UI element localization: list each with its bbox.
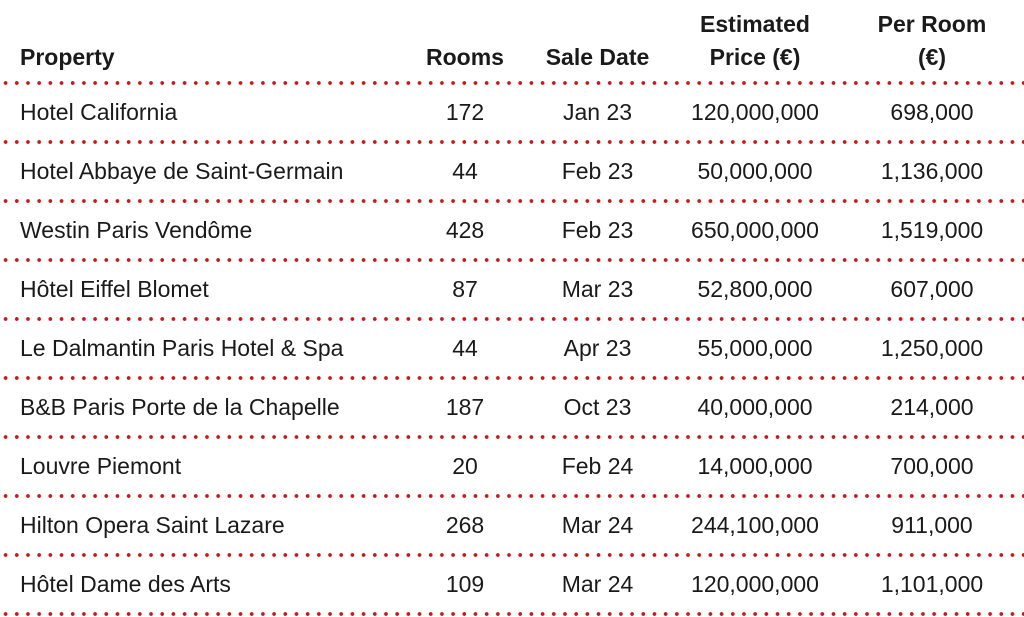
dotted-rule	[0, 434, 1024, 440]
dotted-rule	[0, 493, 1024, 499]
dotted-rule	[0, 552, 1024, 558]
cell-price: 120,000,000	[691, 99, 819, 125]
dotted-divider	[0, 316, 1024, 322]
dotted-rule	[0, 139, 1024, 145]
header-sale-date-label: Sale Date	[545, 44, 650, 70]
cell-per-room: 698,000	[890, 99, 974, 125]
header-estimated-price: Estimated Price (€)	[670, 0, 840, 80]
table-row: Hôtel Eiffel Blomet 87 Mar 23 52,800,000…	[0, 263, 1024, 316]
dotted-divider	[0, 611, 1024, 617]
cell-rooms: 44	[452, 158, 478, 184]
cell-price: 50,000,000	[697, 158, 813, 184]
cell-property: Hotel Abbaye de Saint-Germain	[20, 158, 344, 184]
header-estimated-price-line2: Price (€)	[709, 44, 801, 70]
cell-property: Hilton Opera Saint Lazare	[20, 512, 285, 538]
cell-property: B&B Paris Porte de la Chapelle	[20, 394, 340, 420]
cell-per-room: 911,000	[891, 512, 973, 538]
cell-rooms: 187	[445, 394, 485, 420]
cell-per-room: 1,250,000	[880, 335, 984, 361]
cell-price: 14,000,000	[697, 453, 813, 479]
header-per-room-line2: (€)	[917, 44, 947, 70]
dotted-divider	[0, 80, 1024, 86]
cell-sale-date: Oct 23	[563, 394, 632, 420]
cell-property: Westin Paris Vendôme	[20, 217, 253, 243]
cell-sale-date: Jan 23	[562, 99, 633, 125]
table-row: Westin Paris Vendôme 428 Feb 23 650,000,…	[0, 204, 1024, 257]
cell-rooms: 428	[445, 217, 485, 243]
header-per-room-line1: Per Room	[877, 11, 987, 37]
dotted-divider	[0, 257, 1024, 263]
cell-rooms: 87	[452, 276, 478, 302]
cell-rooms: 172	[445, 99, 485, 125]
header-estimated-price-line1: Estimated	[700, 11, 810, 37]
cell-per-room: 700,000	[890, 453, 974, 479]
cell-sale-date: Feb 24	[561, 453, 634, 479]
cell-per-room: 607,000	[890, 276, 974, 302]
header-rooms: Rooms	[405, 0, 525, 80]
dotted-divider	[0, 493, 1024, 499]
cell-sale-date: Feb 23	[561, 158, 634, 184]
cell-property: Le Dalmantin Paris Hotel & Spa	[20, 335, 344, 361]
cell-price: 55,000,000	[697, 335, 813, 361]
header-property: Property	[0, 0, 405, 80]
table-row: Hôtel Dame des Arts 109 Mar 24 120,000,0…	[0, 558, 1024, 611]
dotted-divider	[0, 198, 1024, 204]
cell-price: 650,000,000	[691, 217, 819, 243]
cell-per-room: 1,519,000	[880, 217, 984, 243]
dotted-divider	[0, 552, 1024, 558]
dotted-divider	[0, 434, 1024, 440]
header-rooms-label: Rooms	[426, 44, 504, 70]
dotted-rule	[0, 80, 1024, 86]
cell-property: Hôtel Eiffel Blomet	[20, 276, 209, 302]
cell-rooms: 20	[452, 453, 478, 479]
cell-sale-date: Apr 23	[563, 335, 632, 361]
cell-per-room: 214,000	[890, 394, 974, 420]
dotted-rule	[0, 375, 1024, 381]
cell-price: 244,100,000	[691, 512, 819, 538]
cell-per-room: 1,136,000	[880, 158, 984, 184]
cell-price: 52,800,000	[697, 276, 813, 302]
table-row: Hotel Abbaye de Saint-Germain 44 Feb 23 …	[0, 145, 1024, 198]
cell-price: 40,000,000	[697, 394, 813, 420]
cell-property: Hotel California	[20, 99, 178, 125]
table-row: Hilton Opera Saint Lazare 268 Mar 24 244…	[0, 499, 1024, 552]
cell-price: 120,000,000	[691, 571, 819, 597]
dotted-rule	[0, 257, 1024, 263]
cell-per-room: 1,101,000	[880, 571, 984, 597]
header-sale-date: Sale Date	[525, 0, 670, 80]
header-row: Property Rooms Sale Date Estimated Price…	[0, 0, 1024, 80]
cell-rooms: 268	[445, 512, 485, 538]
dotted-rule	[0, 316, 1024, 322]
cell-rooms: 109	[445, 571, 485, 597]
cell-property: Hôtel Dame des Arts	[20, 571, 231, 597]
dotted-divider	[0, 139, 1024, 145]
cell-sale-date: Mar 24	[561, 512, 634, 538]
hotel-sales-table-container: Property Rooms Sale Date Estimated Price…	[0, 11, 1024, 617]
table-row: Hotel California 172 Jan 23 120,000,000 …	[0, 86, 1024, 139]
table-row: Louvre Piemont 20 Feb 24 14,000,000 700,…	[0, 440, 1024, 493]
cell-sale-date: Mar 24	[561, 571, 634, 597]
dotted-divider	[0, 375, 1024, 381]
cell-sale-date: Feb 23	[561, 217, 634, 243]
table-row: B&B Paris Porte de la Chapelle 187 Oct 2…	[0, 381, 1024, 434]
dotted-rule	[0, 198, 1024, 204]
cell-sale-date: Mar 23	[561, 276, 634, 302]
cell-rooms: 44	[452, 335, 478, 361]
cell-property: Louvre Piemont	[20, 453, 182, 479]
table-row: Le Dalmantin Paris Hotel & Spa 44 Apr 23…	[0, 322, 1024, 375]
header-property-label: Property	[20, 44, 115, 70]
header-per-room: Per Room (€)	[840, 0, 1024, 80]
dotted-rule	[0, 611, 1024, 617]
